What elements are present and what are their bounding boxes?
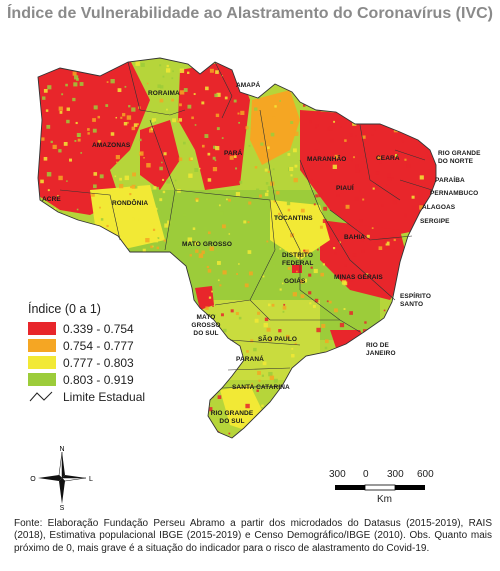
legend-item-boundary: Limite Estadual — [28, 388, 145, 405]
label-goias: GOIÁS — [284, 278, 306, 285]
label-rio-de-janeiro: RIO DE JANEIRO — [366, 342, 396, 357]
source-note: Fonte: Elaboração Fundação Perseu Abramo… — [14, 518, 492, 554]
legend-item: 0.754 - 0.777 — [28, 337, 145, 354]
legend-label: 0.339 - 0.754 — [63, 321, 134, 336]
legend-item: 0.339 - 0.754 — [28, 320, 145, 337]
label-amapa: AMAPÁ — [236, 82, 261, 89]
legend-swatch — [28, 373, 56, 386]
label-espirito-santo: ESPÍRITO SANTO — [400, 293, 432, 308]
scale-tick: 300 — [329, 469, 346, 480]
scale-tick: 300 — [387, 469, 404, 480]
legend-swatch — [28, 322, 56, 335]
scale-unit: Km — [377, 494, 392, 505]
label-sao-paulo: SÃO PAULO — [258, 336, 298, 343]
map-title: Índice de Vulnerabilidade ao Alastrament… — [6, 5, 493, 22]
scale-bar-graphic — [335, 484, 425, 491]
scale-bar: 300 0 300 600 Km — [325, 469, 445, 507]
compass-s: S — [60, 505, 65, 510]
boundary-line-icon — [29, 391, 53, 402]
label-rondonia: RONDÔNIA — [112, 200, 149, 207]
label-piaui: PIAUÍ — [336, 185, 354, 192]
label-mato-grosso: MATO GROSSO — [182, 241, 232, 248]
legend: Índice (0 a 1) 0.339 - 0.754 0.754 - 0.7… — [28, 302, 145, 405]
scale-tick: 0 — [363, 469, 369, 480]
label-santa-catarina: SANTA CATARINA — [232, 384, 290, 391]
compass-rose-icon: N S O L — [30, 446, 93, 510]
compass-l: L — [89, 476, 93, 483]
label-amazonas: AMAZONAS — [92, 142, 131, 149]
brazil-map — [37, 57, 437, 439]
label-para: PARÁ — [224, 150, 243, 157]
label-acre: ACRE — [42, 196, 61, 203]
legend-swatch — [28, 339, 56, 352]
label-paraiba: PARAÍBA — [435, 177, 465, 184]
legend-item: 0.803 - 0.919 — [28, 371, 145, 388]
label-rio-grande-do-norte: RIO GRANDE DO NORTE — [438, 150, 481, 165]
legend-label: 0.754 - 0.777 — [63, 338, 134, 353]
label-roraima: RORAIMA — [148, 90, 180, 97]
label-ceara: CEARÁ — [376, 155, 400, 162]
label-tocantins: TOCANTINS — [274, 215, 313, 222]
label-distrito-federal: DISTRITO FEDERAL — [282, 252, 314, 267]
label-minas-gerais: MINAS GERAIS — [334, 274, 383, 281]
compass-o: O — [30, 476, 36, 483]
label-sergipe: SERGIPE — [420, 218, 450, 225]
legend-title: Índice (0 a 1) — [28, 302, 101, 316]
label-bahia: BAHIA — [344, 234, 366, 241]
legend-item: 0.777 - 0.803 — [28, 354, 145, 371]
legend-boundary-label: Limite Estadual — [63, 389, 146, 404]
scale-tick: 600 — [417, 469, 434, 480]
compass-n: N — [59, 446, 64, 453]
label-parana: PARANÁ — [236, 356, 264, 363]
label-mato-grosso-do-sul: MATO GROSSO DO SUL — [191, 314, 221, 337]
legend-swatch — [28, 356, 56, 369]
label-alagoas: ALAGOAS — [422, 204, 456, 211]
label-pernambuco: PERNAMBUCO — [430, 190, 479, 197]
legend-label: 0.777 - 0.803 — [63, 355, 134, 370]
label-rio-grande-do-sul: RIO GRANDE DO SUL — [210, 410, 254, 425]
legend-label: 0.803 - 0.919 — [63, 372, 134, 387]
label-maranhao: MARANHÃO — [307, 156, 347, 163]
